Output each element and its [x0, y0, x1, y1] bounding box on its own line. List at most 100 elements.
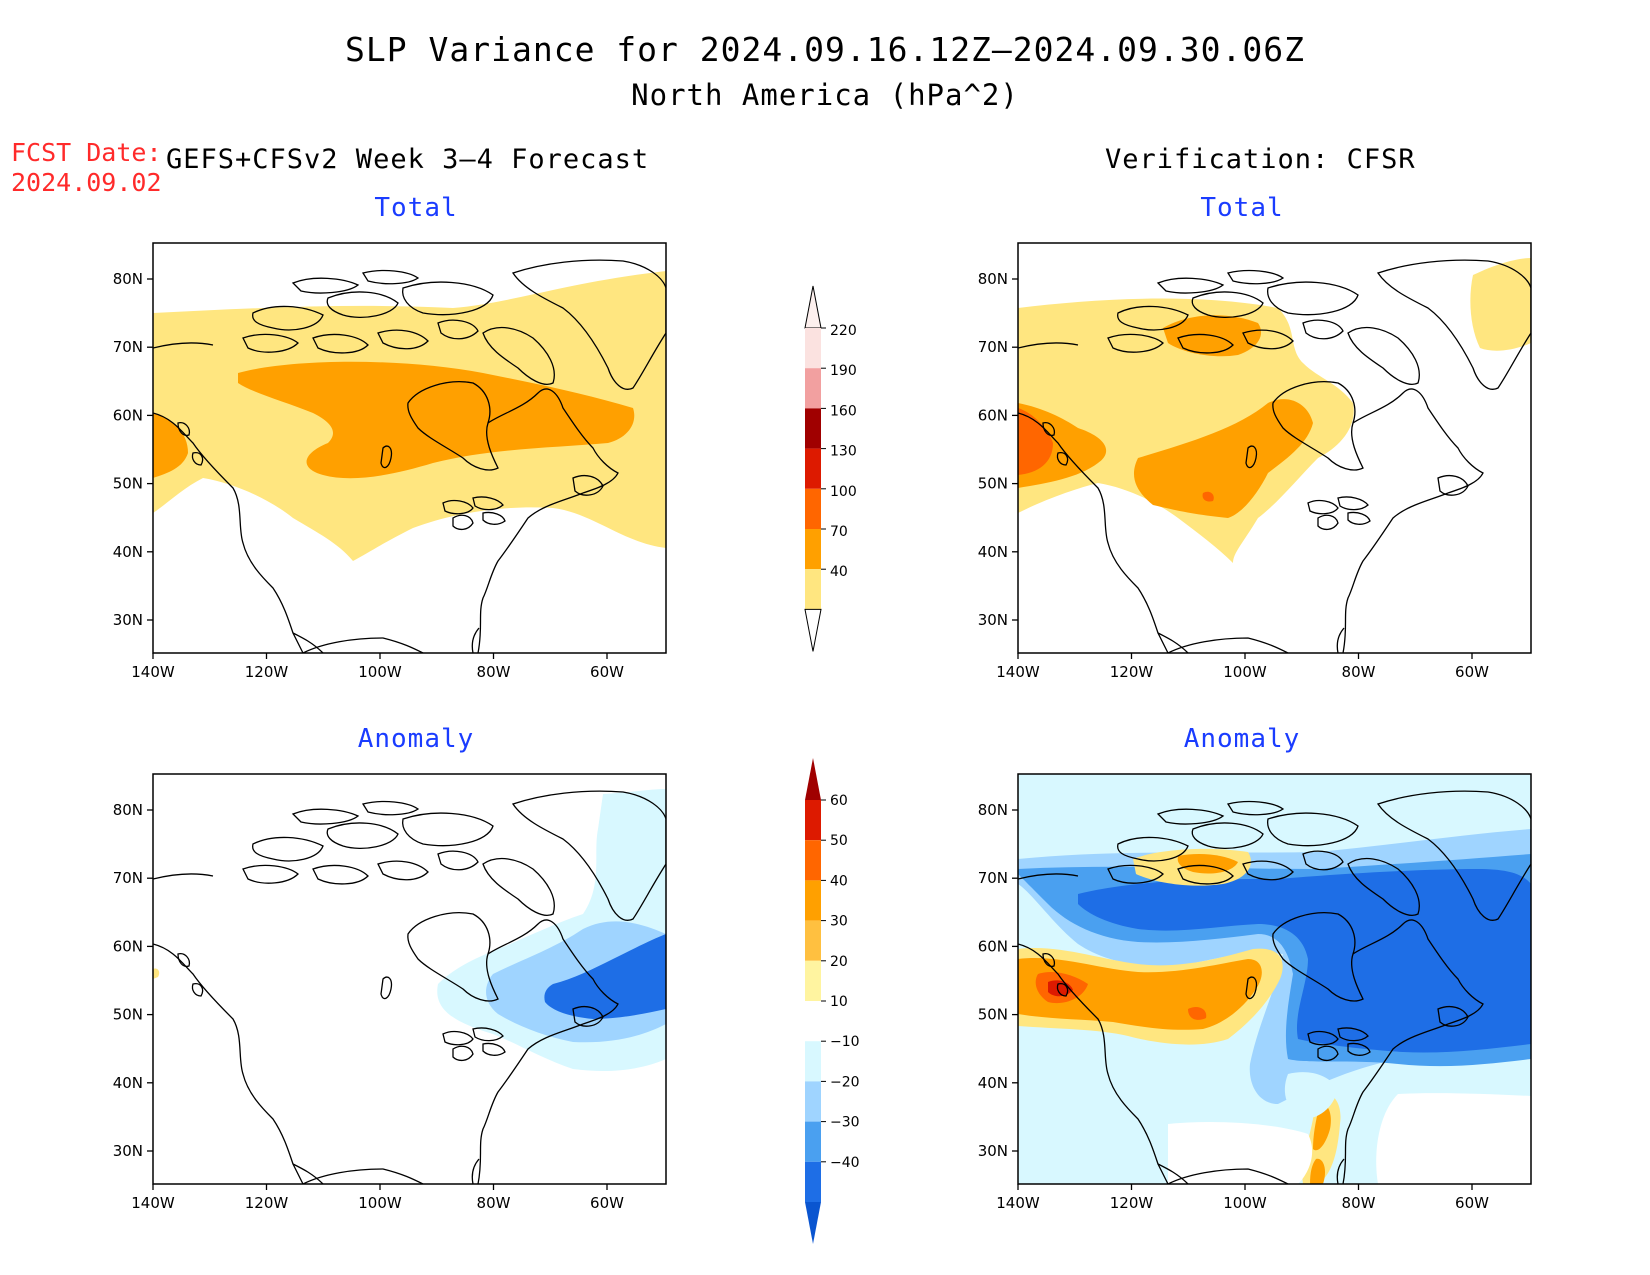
ver-total-darkorange-patch	[1202, 491, 1214, 502]
lat-tick-label: 40N	[113, 543, 143, 561]
lon-tick-label: 140W	[996, 1194, 1040, 1212]
forecast-date-label: FCST Date:	[11, 138, 162, 167]
colorbar-total-label: 220	[830, 323, 857, 339]
colorbar-anomaly-label: 40	[830, 873, 848, 889]
lon-tick-label: 140W	[131, 663, 175, 681]
ver-anom-white-patch	[1168, 1122, 1313, 1184]
fc-total-orange-field	[238, 361, 635, 479]
lon-tick-label: 80W	[477, 1194, 511, 1212]
lon-tick-label: 60W	[590, 663, 624, 681]
lon-tick-label: 140W	[131, 1194, 175, 1212]
lon-tick-label: 100W	[1223, 663, 1267, 681]
lat-tick-label: 80N	[113, 801, 143, 819]
lon-tick-label: 120W	[245, 1194, 289, 1212]
colorbar-total-label: 190	[830, 363, 857, 379]
colorbar-total-swatch	[805, 408, 821, 449]
lon-tick-label: 80W	[1342, 1194, 1376, 1212]
lon-tick-label: 120W	[1110, 663, 1154, 681]
lat-tick-label: 30N	[978, 611, 1008, 629]
colorbar-anomaly-swatch	[805, 960, 821, 1001]
colorbar-total: 220 190 160 130 100 70 40	[804, 285, 857, 652]
colorbar-total-label: 100	[830, 484, 857, 500]
lon-tick-label: 60W	[1455, 663, 1489, 681]
lat-tick-label: 50N	[978, 1006, 1008, 1024]
forecast-header: GEFS+CFSv2 Week 3–4 Forecast	[166, 144, 650, 175]
ver-total-yellow-greenland	[1470, 258, 1531, 351]
ver-total-orange-main	[1133, 399, 1313, 518]
verification-header: Verification: CFSR	[1105, 144, 1416, 175]
lat-tick-label: 60N	[978, 406, 1008, 424]
colorbar-total-top-arrow	[804, 285, 822, 329]
ver-anom-orange-arctic	[1177, 854, 1238, 874]
ver-anom-white-east	[1376, 1093, 1531, 1184]
ver-total-yellow-north	[1018, 298, 1354, 563]
lat-tick-label: 80N	[978, 801, 1008, 819]
lon-tick-label: 120W	[1110, 1194, 1154, 1212]
lat-tick-label: 80N	[113, 270, 143, 288]
main-subtitle: North America (hPa^2)	[631, 78, 1019, 112]
lon-tick-label: 60W	[590, 1194, 624, 1212]
lat-tick-label: 70N	[113, 338, 143, 356]
colorbar-anomaly-swatch	[805, 1161, 821, 1202]
lat-tick-label: 40N	[978, 1074, 1008, 1092]
colorbar-anomaly-label: −40	[830, 1155, 860, 1171]
colorbar-anomaly: 60 50 40 30 20 10 −10 −20 −30 −40	[805, 758, 860, 1244]
colorbar-anomaly-swatch	[805, 1081, 821, 1122]
lon-tick-label: 80W	[477, 663, 511, 681]
colorbar-anomaly-label: 60	[830, 793, 848, 809]
ver-total-darkorange-west	[1018, 408, 1053, 475]
colorbar-anomaly-swatch	[805, 920, 821, 961]
lat-tick-label: 50N	[113, 475, 143, 493]
colorbar-anomaly-label: −30	[830, 1115, 860, 1131]
ver-anom-red-core	[1048, 980, 1073, 997]
lon-tick-label: 100W	[358, 1194, 402, 1212]
lon-tick-label: 120W	[245, 663, 289, 681]
lat-tick-label: 60N	[978, 937, 1008, 955]
colorbar-total-label: 160	[830, 403, 857, 419]
main-title: SLP Variance for 2024.09.16.12Z–2024.09.…	[345, 30, 1305, 69]
colorbar-anomaly-swatch	[805, 1001, 821, 1042]
colorbar-anomaly-swatch	[805, 800, 821, 841]
lat-tick-label: 40N	[978, 543, 1008, 561]
lat-tick-label: 40N	[113, 1074, 143, 1092]
lon-tick-label: 100W	[358, 663, 402, 681]
colorbar-anomaly-label: −10	[830, 1034, 860, 1050]
colorbar-total-swatch	[805, 569, 821, 610]
colorbar-anomaly-label: 20	[830, 954, 848, 970]
colorbar-anomaly-swatch	[805, 880, 821, 921]
panel-title-verification-anomaly: Anomaly	[1183, 724, 1301, 754]
panel-title-forecast-anomaly: Anomaly	[357, 724, 475, 754]
colorbar-anomaly-swatch	[805, 1041, 821, 1082]
lat-tick-label: 30N	[113, 611, 143, 629]
colorbar-total-swatch	[805, 488, 821, 529]
axes-layer: 80N 70N 60N 50N 40N 30N 140W 120W 100W 80W 60W 80N 7…	[113, 270, 1489, 1212]
colorbar-total-label: 40	[830, 564, 848, 580]
lat-tick-label: 70N	[113, 869, 143, 887]
fc-anom-deepblue	[544, 934, 666, 1019]
lat-tick-label: 50N	[978, 475, 1008, 493]
lat-tick-label: 80N	[978, 270, 1008, 288]
colorbar-total-bottom-arrow	[804, 608, 822, 652]
colorbar-anomaly-top-arrow	[805, 758, 821, 800]
lat-tick-label: 30N	[113, 1142, 143, 1160]
colorbar-anomaly-label: 50	[830, 833, 848, 849]
lat-tick-label: 60N	[113, 937, 143, 955]
panel-title-forecast-total: Total	[374, 193, 458, 223]
lon-tick-label: 80W	[1342, 663, 1376, 681]
colorbar-anomaly-label: 30	[830, 914, 848, 930]
colorbar-total-swatch	[805, 448, 821, 489]
forecast-date: FCST Date: 2024.09.02	[11, 138, 162, 198]
colorbar-anomaly-swatch	[805, 840, 821, 881]
panel-forecast-anomaly	[152, 773, 667, 1185]
panel-forecast-total	[152, 242, 667, 654]
lon-tick-label: 100W	[1223, 1194, 1267, 1212]
colorbar-anomaly-bottom-arrow	[805, 1202, 821, 1244]
forecast-date-value: 2024.09.02	[11, 168, 162, 197]
lat-tick-label: 30N	[978, 1142, 1008, 1160]
fc-anom-yellow-speck	[153, 968, 160, 979]
lat-tick-label: 70N	[978, 869, 1008, 887]
ver-anom-deepblue	[1078, 869, 1531, 1053]
colorbar-total-swatch	[805, 529, 821, 570]
panel-title-verification-total: Total	[1200, 193, 1284, 223]
